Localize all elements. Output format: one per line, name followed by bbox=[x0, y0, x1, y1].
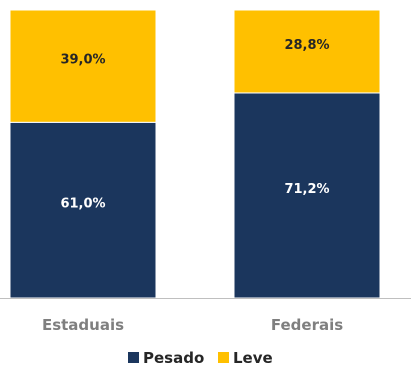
tick-label-estaduais: Estaduais bbox=[42, 316, 124, 334]
legend: Pesado Leve bbox=[128, 349, 273, 367]
legend-label-leve: Leve bbox=[233, 349, 273, 367]
legend-label-pesado: Pesado bbox=[143, 349, 204, 367]
bar-segment-leve-federais bbox=[233, 9, 381, 94]
legend-swatch-leve bbox=[218, 352, 229, 363]
legend-swatch-pesado bbox=[128, 352, 139, 363]
bar-segment-pesado-estaduais bbox=[9, 121, 157, 299]
category-ticks-group: Estaduais Federais bbox=[42, 316, 343, 334]
bar-segment-leve-estaduais bbox=[9, 9, 157, 123]
tick-label-federais: Federais bbox=[271, 316, 343, 334]
data-label-pesado-federais: 71,2% bbox=[284, 182, 329, 197]
segment-labels-group: 61,0% 39,0% 71,2% 28,8% bbox=[60, 38, 329, 212]
data-label-leve-federais: 28,8% bbox=[284, 38, 329, 53]
bars-group bbox=[9, 9, 381, 299]
data-label-pesado-estaduais: 61,0% bbox=[60, 197, 105, 212]
data-label-leve-estaduais: 39,0% bbox=[60, 53, 105, 68]
